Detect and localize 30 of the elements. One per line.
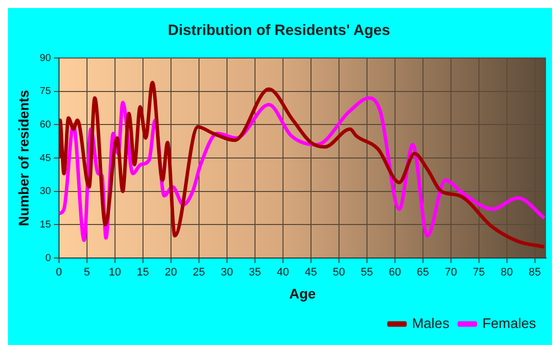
y-tick-label: 45: [40, 152, 52, 164]
x-tick-label: 55: [360, 266, 373, 279]
x-tick-label: 40: [276, 266, 289, 279]
x-tick-label: 45: [304, 266, 317, 279]
x-tick-label: 10: [108, 266, 122, 279]
x-tick-label: 20: [164, 266, 178, 279]
x-tick-label: 25: [192, 266, 206, 279]
x-tick-label: 65: [416, 266, 429, 279]
x-tick-label: 0: [56, 266, 62, 279]
x-tick-label: 85: [528, 266, 541, 279]
x-tick-label: 70: [444, 266, 457, 279]
chart-title: Distribution of Residents' Ages: [168, 22, 390, 40]
x-axis-title: Age: [289, 285, 316, 302]
x-tick-label: 80: [500, 266, 513, 279]
y-axis-title: Number of residents: [15, 90, 32, 226]
y-tick-label: 75: [40, 86, 52, 98]
x-tick-label: 5: [84, 266, 90, 279]
legend-label: Females: [482, 314, 536, 331]
x-tick-label: 30: [220, 266, 234, 279]
x-tick-label: 35: [248, 266, 261, 279]
y-tick-label: 30: [40, 186, 52, 198]
y-tick-label: 60: [40, 119, 52, 130]
x-tick-label: 60: [388, 266, 401, 279]
x-tick-label: 75: [472, 266, 485, 279]
x-tick-label: 50: [332, 266, 345, 279]
y-tick-label: 0: [45, 252, 52, 264]
legend-label: Males: [412, 314, 450, 331]
y-tick-label: 15: [40, 219, 52, 230]
y-tick-label: 90: [40, 52, 52, 64]
x-tick-label: 15: [136, 266, 150, 279]
